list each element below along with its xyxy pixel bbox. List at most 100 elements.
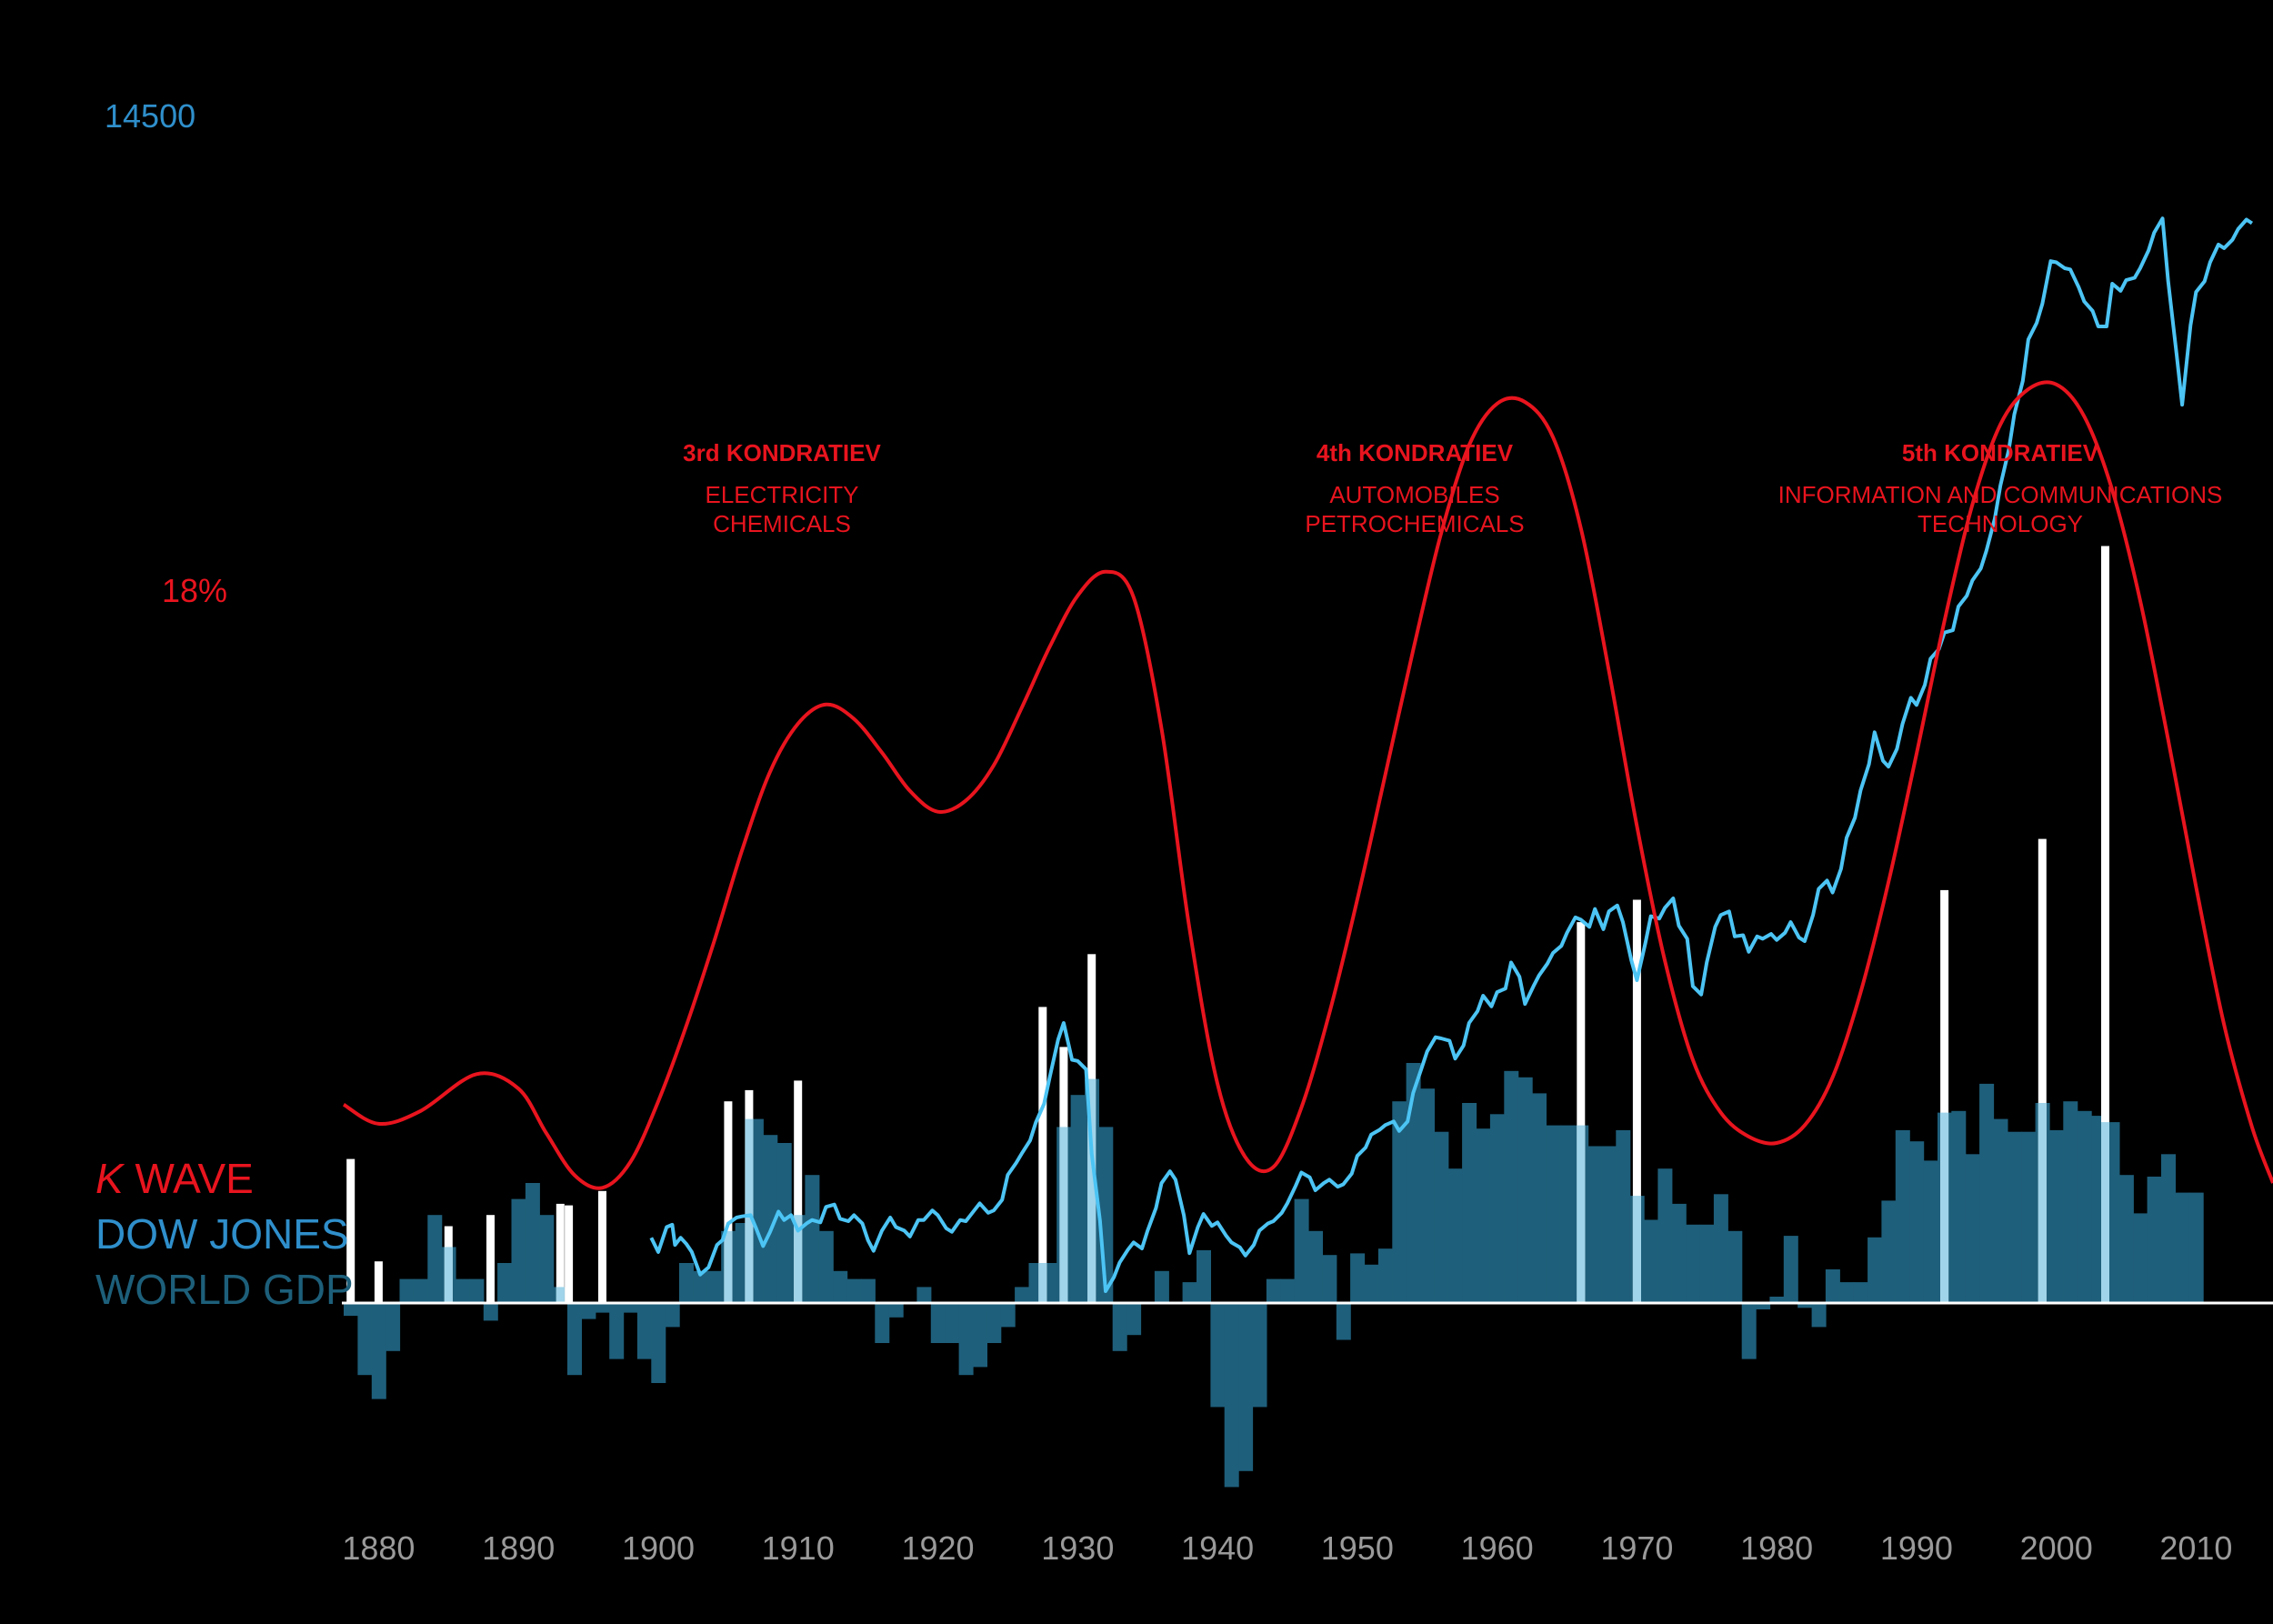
- legend-dow-jones: DOW JONES: [95, 1210, 349, 1258]
- spike-overlap-1992: [1940, 1112, 1949, 1303]
- gdp-bar-1953: [1392, 1101, 1407, 1303]
- gdp-bar-1940: [1210, 1303, 1226, 1408]
- gdp-bar-1881: [386, 1303, 401, 1351]
- legend-kwave-label: WAVE: [124, 1155, 254, 1202]
- dow-max-label: 14500: [105, 97, 195, 135]
- gdp-bar-1947: [1308, 1230, 1323, 1303]
- gdp-bar-1948: [1322, 1255, 1337, 1303]
- spike-overlap-2003.5: [2101, 1122, 2109, 1303]
- gdp-bar-1943: [1252, 1303, 1267, 1408]
- gdp-bar-1896: [595, 1303, 610, 1313]
- gdp-bar-1962: [1517, 1077, 1533, 1303]
- spike-bar-1878: [346, 1158, 355, 1303]
- gdp-bar-1964: [1546, 1125, 1561, 1303]
- gdp-bar-1883: [413, 1278, 428, 1303]
- gdp-bar-1984: [1825, 1269, 1840, 1303]
- gdp-bar-2009: [2175, 1192, 2190, 1303]
- gdp-bar-1998: [2021, 1131, 2037, 1303]
- gdp-bar-2006: [2133, 1213, 2148, 1303]
- gdp-bar-1919: [916, 1287, 932, 1303]
- x-tick-1990: 1990: [1880, 1529, 1953, 1567]
- gdp-bar-1975: [1699, 1224, 1715, 1303]
- gdp-bar-1920: [930, 1303, 946, 1343]
- gdp-bar-1912: [818, 1230, 834, 1303]
- gdp-bar-1894: [567, 1303, 582, 1376]
- kondratiev-title-4: 4th KONDRATIEV: [1317, 439, 1514, 466]
- kondratiev-tech-2-3: CHEMICALS: [713, 510, 851, 537]
- gdp-bar-1903: [693, 1270, 708, 1303]
- gdp-bar-1960: [1489, 1114, 1505, 1303]
- spike-overlap-1893: [556, 1287, 565, 1303]
- gdp-bar-1916: [875, 1303, 890, 1343]
- gdp-bar-1889: [497, 1263, 513, 1303]
- gdp-bar-2002: [2077, 1110, 2092, 1303]
- gdp-bar-1952: [1377, 1248, 1393, 1303]
- spike-overlap-1929: [1059, 1127, 1068, 1303]
- gdp-bar-2000: [2049, 1129, 2064, 1303]
- gdp-bar-1915: [860, 1278, 876, 1303]
- gdp-bar-1930: [1070, 1095, 1086, 1303]
- gdp-bar-1888: [483, 1303, 498, 1321]
- gdp-bar-1898: [623, 1303, 638, 1313]
- gdp-bar-1965: [1559, 1125, 1575, 1303]
- stock-spikes: [346, 546, 2109, 1303]
- x-axis-ticks: 1880 1890 1900 1910 1920 1930 1940 1950 1960 1970…: [342, 1529, 2232, 1567]
- gdp-bar-1882: [399, 1278, 415, 1303]
- x-tick-1970: 1970: [1600, 1529, 1673, 1567]
- gdp-bar-2007: [2147, 1177, 2162, 1303]
- gdp-bar-1890: [511, 1198, 526, 1303]
- gdp-bar-1980: [1769, 1297, 1785, 1303]
- gdp-bar-1961: [1504, 1070, 1519, 1303]
- spike-bar-1905: [724, 1101, 733, 1303]
- gdp-bar-1933: [1112, 1303, 1127, 1351]
- spike-overlap-1966: [1577, 1125, 1586, 1303]
- x-tick-1900: 1900: [622, 1529, 695, 1567]
- gdp-bar-1911: [805, 1175, 820, 1303]
- gdp-bar-1990: [1909, 1141, 1925, 1303]
- gdp-bar-2008: [2161, 1154, 2176, 1303]
- spike-bar-1893.6: [565, 1205, 574, 1303]
- gdp-bar-1923: [973, 1303, 987, 1368]
- gdp-bar-1950: [1350, 1253, 1366, 1303]
- gdp-bar-1959: [1476, 1128, 1491, 1303]
- spike-overlap-1999: [2038, 1103, 2047, 1303]
- gdp-bar-1904: [706, 1270, 722, 1303]
- gdp-bar-1891: [525, 1183, 540, 1303]
- spike-bar-1896: [598, 1190, 606, 1303]
- spike-bar-1880: [374, 1261, 383, 1303]
- gdp-bar-1982: [1797, 1303, 1813, 1308]
- x-tick-1980: 1980: [1740, 1529, 1813, 1567]
- gdp-bar-2005: [2118, 1175, 2134, 1303]
- spike-bar-1888: [486, 1215, 495, 1303]
- gdp-bar-1900: [651, 1303, 666, 1383]
- gdp-bar-1939: [1197, 1249, 1211, 1303]
- x-tick-1890: 1890: [482, 1529, 555, 1567]
- gdp-bar-1976: [1713, 1194, 1728, 1303]
- gdp-bar-1951: [1364, 1264, 1379, 1303]
- gdp-bar-1954: [1406, 1063, 1421, 1303]
- spike-bar-2003.5: [2101, 546, 2109, 1303]
- spike-overlap-1910: [794, 1215, 803, 1303]
- gdp-bar-1909: [776, 1143, 792, 1303]
- gdp-bar-1988: [1881, 1200, 1897, 1303]
- kondratiev-tech-1-4: AUTOMOBILES: [1329, 481, 1499, 508]
- gdp-bar-1924: [986, 1303, 1002, 1343]
- gdp-bar-1901: [665, 1303, 680, 1328]
- kondratiev-tech-2-5: TECHNOLOGY: [1918, 510, 2083, 537]
- gdp-bar-1884: [427, 1215, 443, 1303]
- gdp-bar-1897: [609, 1303, 625, 1359]
- gdp-bar-1963: [1532, 1093, 1547, 1303]
- gdp-bar-1969: [1616, 1129, 1631, 1303]
- legend-world-gdp: WORLD GDP: [95, 1266, 354, 1313]
- gdp-bar-1949: [1336, 1303, 1351, 1340]
- gdp-bar-1938: [1182, 1282, 1197, 1303]
- spike-bar-1927.5: [1038, 1007, 1047, 1303]
- spike-bar-1910: [794, 1080, 803, 1303]
- spike-overlap-1885: [444, 1247, 453, 1303]
- gdp-bar-1944: [1266, 1278, 1281, 1303]
- x-tick-1950: 1950: [1321, 1529, 1394, 1567]
- gdp-bar-1981: [1783, 1236, 1798, 1303]
- gdp-bar-1913: [833, 1270, 848, 1303]
